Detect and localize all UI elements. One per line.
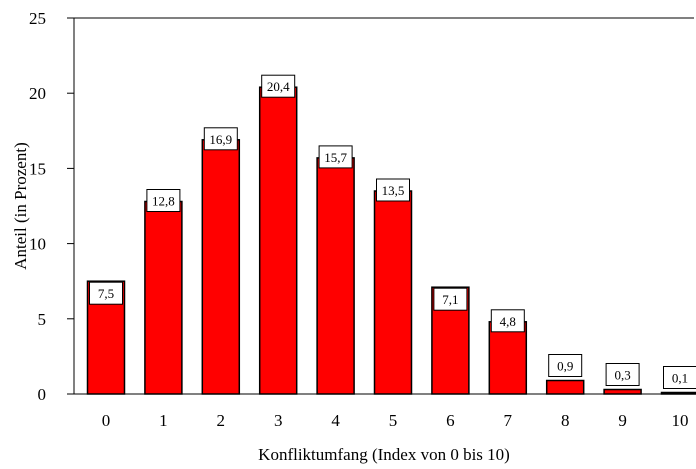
x-tick-label: 3 (274, 411, 283, 430)
x-tick-label: 0 (102, 411, 111, 430)
data-label-text: 12,8 (152, 194, 175, 209)
data-label: 15,7 (318, 145, 353, 169)
x-tick-label: 8 (561, 411, 570, 430)
data-label: 7,1 (433, 287, 468, 311)
data-label: 20,4 (261, 74, 296, 98)
data-label: 0,1 (663, 366, 696, 389)
y-tick-label: 5 (38, 310, 47, 329)
x-tick-label: 4 (331, 411, 340, 430)
bar (603, 388, 642, 395)
x-tick-label: 2 (217, 411, 226, 430)
data-label-text: 16,9 (209, 132, 232, 147)
data-label-text: 4,8 (500, 314, 516, 329)
y-axis-title: Anteil (in Prozent) (11, 142, 30, 269)
data-label-text: 20,4 (267, 79, 290, 94)
data-label: 0,3 (605, 363, 640, 386)
bar (144, 200, 183, 395)
data-label-box (203, 127, 238, 151)
y-tick-label: 0 (38, 385, 47, 404)
data-label: 12,8 (146, 189, 181, 212)
x-tick-label: 6 (446, 411, 455, 430)
x-tick-label: 5 (389, 411, 398, 430)
data-label: 4,8 (490, 309, 525, 333)
bar (201, 139, 241, 395)
data-label-box (605, 363, 640, 386)
bar (545, 379, 585, 395)
x-tick-label: 10 (672, 411, 689, 430)
data-labels: 7,5 12,8 16,9 20,4 15,7 13,5 7,1 4,8 0,9 0,3 0,1 (89, 74, 696, 389)
data-label-box (490, 309, 525, 333)
data-label-text: 0,1 (672, 371, 688, 386)
bar (258, 86, 298, 395)
data-label-box (146, 189, 181, 212)
y-tick-label: 25 (29, 9, 46, 28)
y-tick-label: 15 (29, 159, 46, 178)
data-label-text: 13,5 (382, 183, 405, 198)
x-axis-title: Konfliktumfang (Index von 0 bis 10) (258, 445, 510, 464)
data-label-text: 15,7 (324, 150, 347, 165)
x-tick-label: 9 (618, 411, 627, 430)
data-label-box (89, 281, 123, 305)
x-tick-label: 1 (159, 411, 168, 430)
data-label: 0,9 (548, 354, 583, 377)
data-label-box (261, 74, 296, 98)
data-label: 13,5 (376, 178, 410, 202)
x-tick-label: 7 (504, 411, 513, 430)
data-label-box (548, 354, 583, 377)
data-label: 16,9 (203, 127, 238, 151)
data-label-box (318, 145, 353, 169)
bar (316, 157, 355, 395)
data-label-text: 0,3 (614, 368, 630, 383)
data-label-text: 0,9 (557, 359, 573, 374)
data-label-box (663, 366, 696, 389)
bars (86, 86, 696, 395)
data-label: 7,5 (89, 281, 123, 305)
data-label-box (433, 287, 468, 311)
data-label-text: 7,1 (442, 292, 458, 307)
bar (660, 391, 696, 395)
bar (488, 321, 528, 395)
data-label-box (376, 178, 410, 202)
y-ticks: 0 5 10 15 20 25 (29, 9, 74, 404)
y-tick-label: 20 (29, 84, 46, 103)
data-label-text: 7,5 (98, 286, 114, 301)
y-tick-label: 10 (29, 235, 46, 254)
x-ticks: 0 1 2 3 4 5 6 7 8 9 10 (102, 411, 689, 430)
bar (373, 190, 413, 395)
